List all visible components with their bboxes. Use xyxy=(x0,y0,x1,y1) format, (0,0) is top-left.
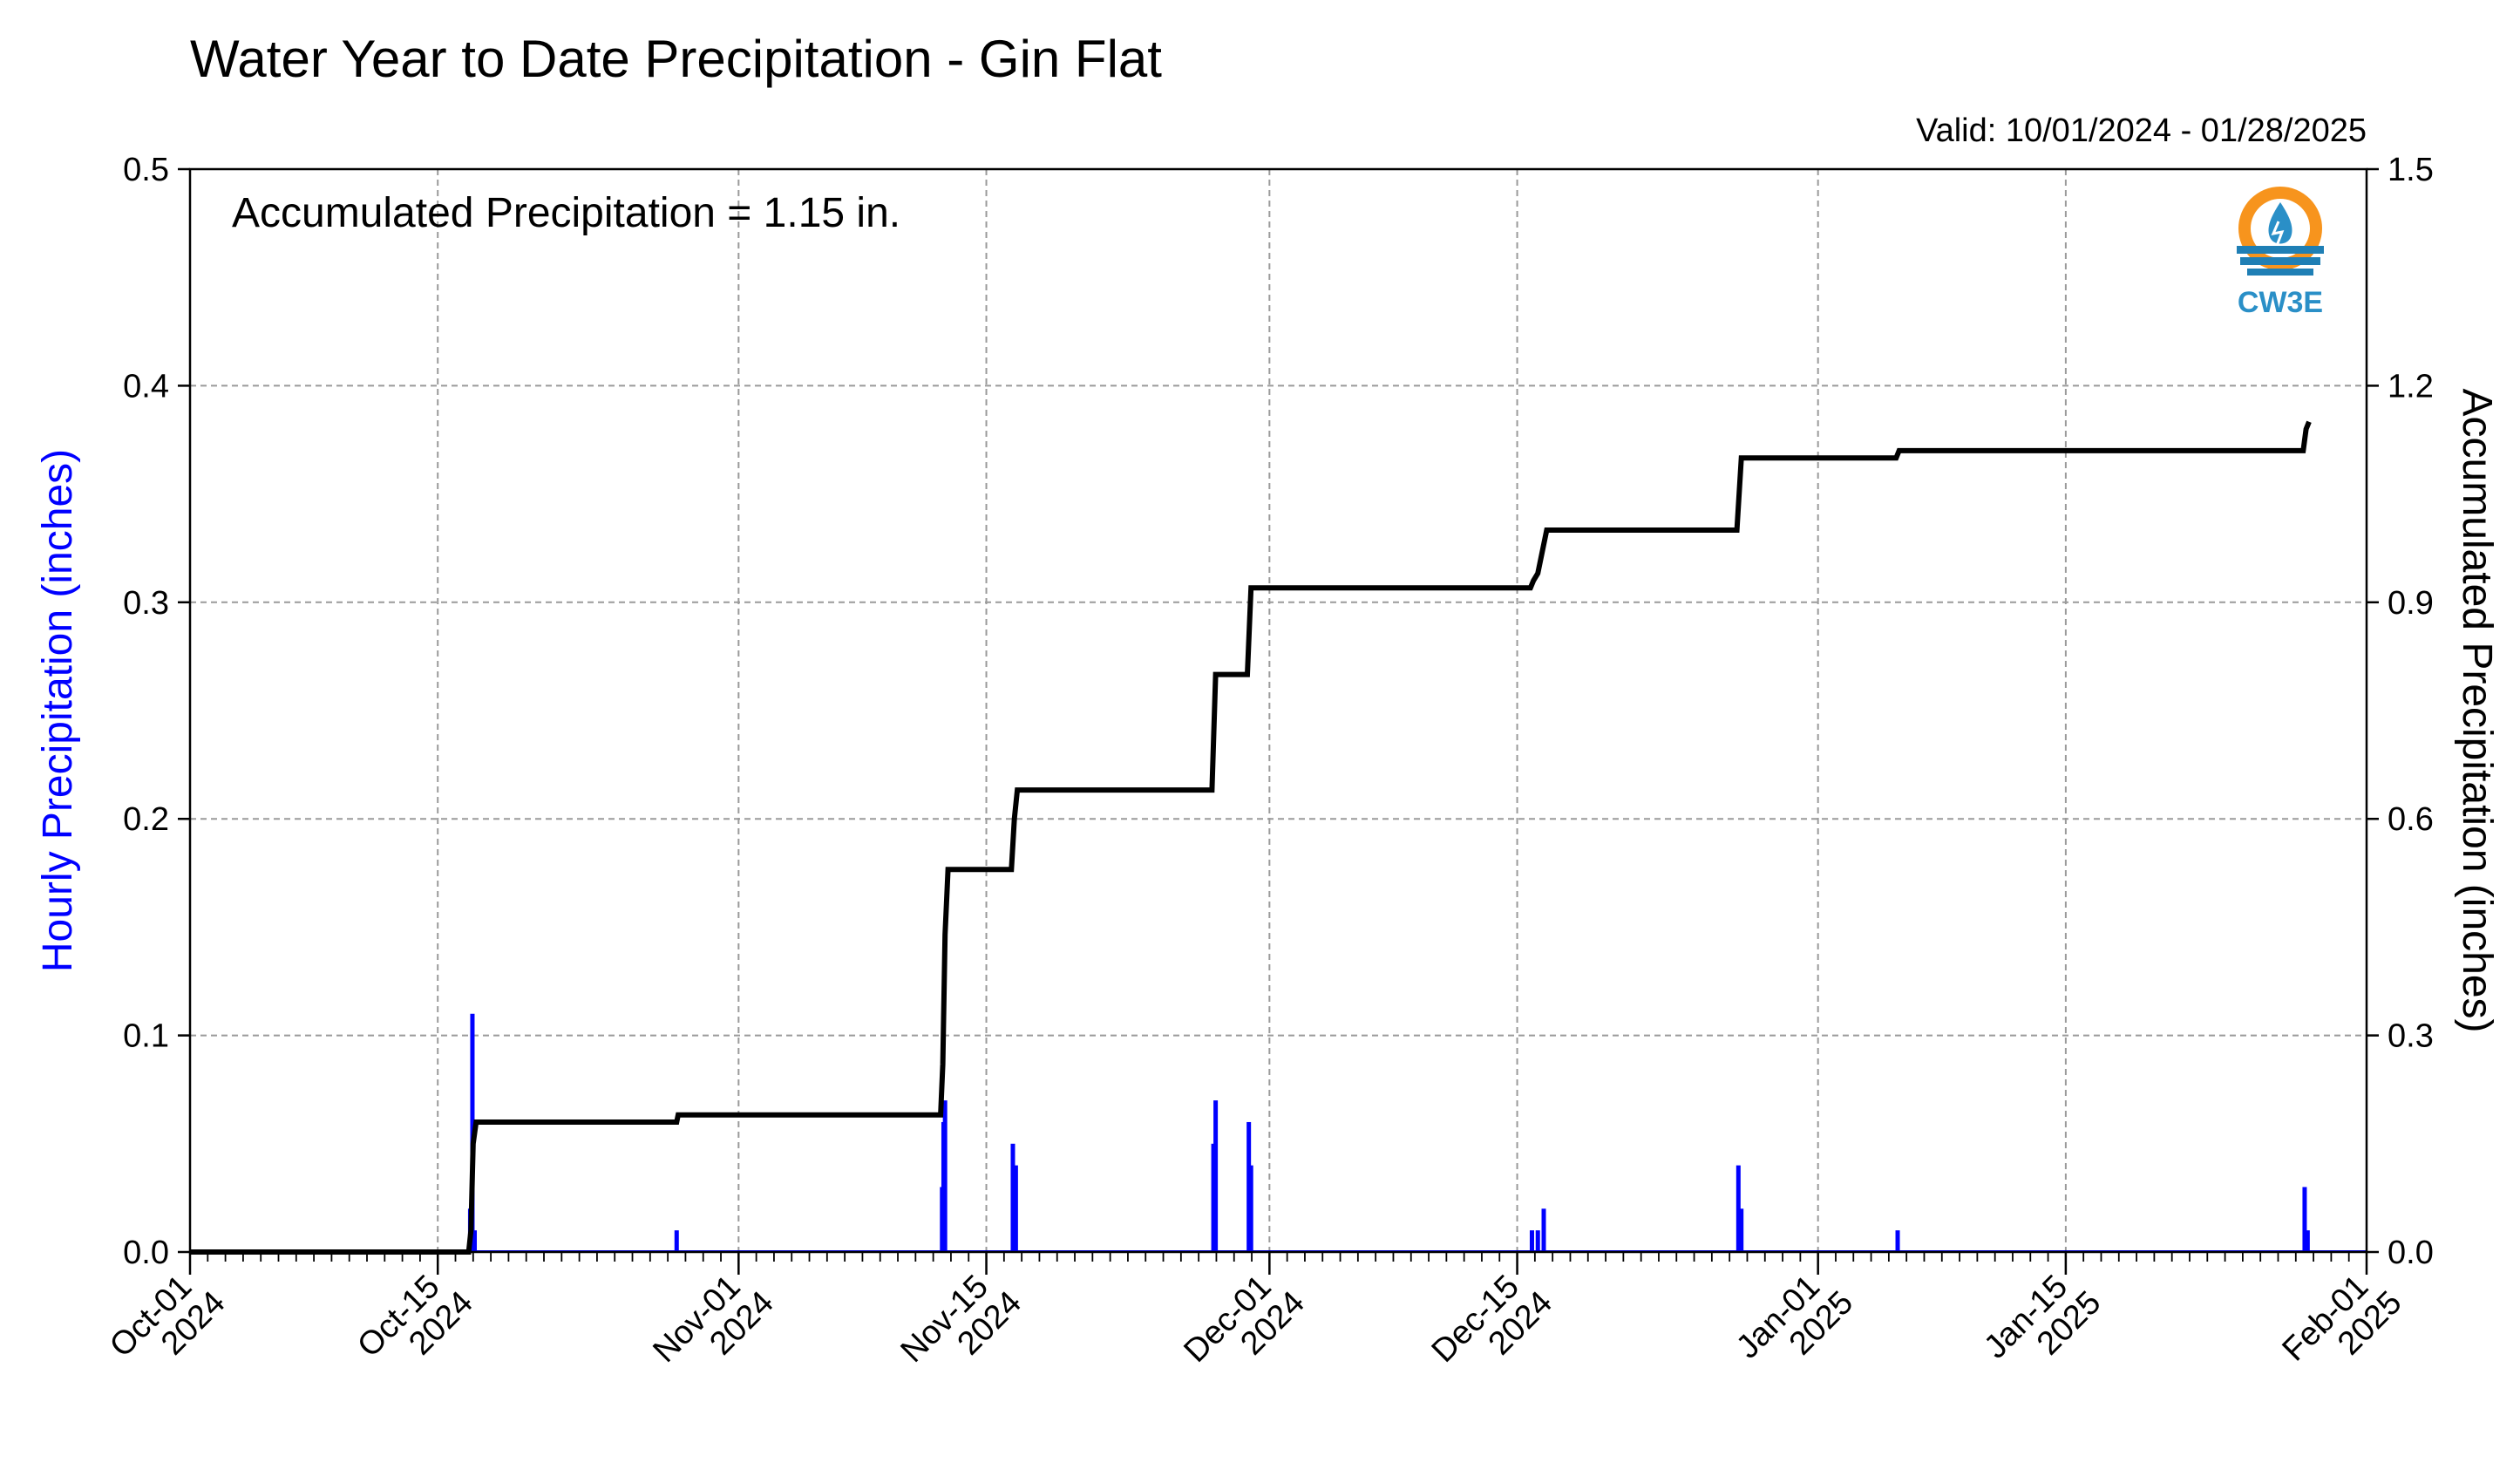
right-tick-label: 0.0 xyxy=(2388,1235,2434,1271)
hourly-precip-bar xyxy=(472,1230,478,1252)
left-tick-label: 0.5 xyxy=(123,152,169,188)
right-tick-label: 0.9 xyxy=(2388,585,2434,622)
accumulated-total-annotation: Accumulated Precipitation = 1.15 in. xyxy=(232,190,900,236)
left-tick-label: 0.4 xyxy=(123,368,169,405)
left-tick-label: 0.3 xyxy=(123,585,169,622)
cw3e-logo: CW3E xyxy=(2237,187,2324,319)
accumulated-precip-line-group xyxy=(190,420,2312,1255)
right-tick-label: 1.2 xyxy=(2388,368,2434,405)
left-tick-label: 0.2 xyxy=(123,801,169,838)
hourly-precip-bar xyxy=(942,1100,948,1252)
hourly-precip-bar xyxy=(1010,1143,1015,1252)
right-tick-label: 0.3 xyxy=(2388,1018,2434,1055)
lightning-icon xyxy=(2271,221,2285,247)
left-tick-label: 0.1 xyxy=(123,1018,169,1055)
hourly-precip-bar xyxy=(1211,1143,1216,1252)
hourly-precip-bar xyxy=(1895,1230,1900,1252)
hourly-precip-bar xyxy=(1735,1165,1741,1252)
hourly-precip-bar xyxy=(1529,1230,1534,1252)
logo-wave-1 xyxy=(2237,246,2324,254)
hourly-precip-bar xyxy=(1246,1121,1252,1252)
grid-lines xyxy=(190,169,2367,1252)
logo-wave-2 xyxy=(2240,257,2320,265)
right-tick-label: 0.6 xyxy=(2388,801,2434,838)
logo-wave-3 xyxy=(2247,269,2313,276)
logo-text: CW3E xyxy=(2238,286,2323,319)
valid-date-range: Valid: 10/01/2024 - 01/28/2025 xyxy=(1916,112,2367,149)
right-axis-label: Accumulated Precipitation (inches) xyxy=(2454,388,2500,1032)
hourly-precip-bar xyxy=(2305,1230,2310,1252)
plot-frame xyxy=(188,167,2368,1254)
accumulated-precip-line xyxy=(190,420,2312,1255)
left-axis-label: Hourly Precipitation (inches) xyxy=(35,449,81,972)
hourly-precip-bar xyxy=(1248,1165,1253,1252)
hourly-precip-bar xyxy=(2302,1187,2307,1252)
hourly-precip-bar xyxy=(674,1230,679,1252)
hourly-precip-bar xyxy=(1013,1165,1018,1252)
hourly-precip-bar xyxy=(1535,1230,1540,1252)
hourly-precip-bar xyxy=(1541,1208,1546,1252)
right-axis-ticks: 0.0 0.3 0.6 0.9 1.2 1.5 xyxy=(2367,152,2434,1271)
chart-title: Water Year to Date Precipitation - Gin F… xyxy=(190,30,1162,88)
left-tick-label: 0.0 xyxy=(123,1235,169,1271)
hourly-precip-bar xyxy=(1213,1100,1219,1252)
hourly-precip-bar xyxy=(1739,1208,1744,1252)
left-axis-ticks: 0.0 0.1 0.2 0.3 0.4 0.5 xyxy=(123,152,190,1271)
right-tick-label: 1.5 xyxy=(2388,152,2434,188)
